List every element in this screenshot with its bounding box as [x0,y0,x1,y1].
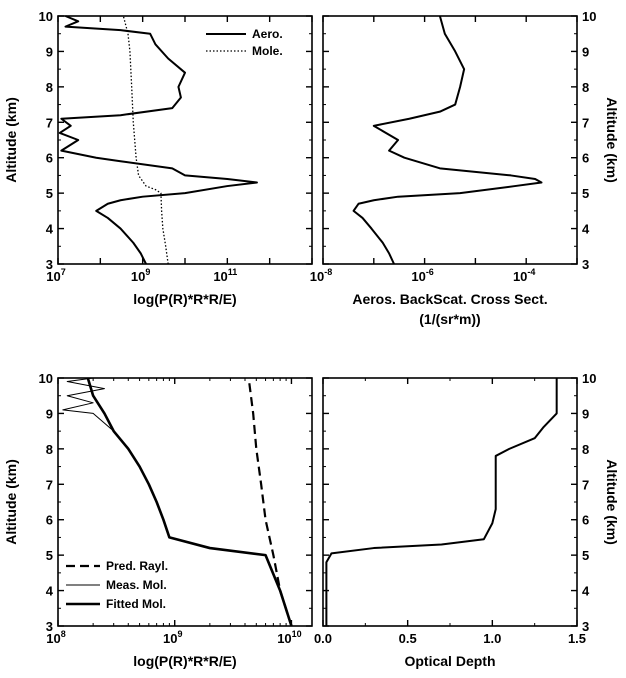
series-line-meas-mol [62,377,292,627]
x-axis-title: Optical Depth [404,653,495,669]
x-axis-title: log(P(R)*R*R/E) [133,653,236,669]
x-tick-label: 1010 [277,629,301,646]
y-tick-label: 9 [582,406,589,421]
x-tick-label: 1011 [213,267,237,284]
y-tick-label: 8 [46,442,53,457]
x-axis-title: log(P(R)*R*R/E) [133,291,236,307]
x-tick-label: 0.0 [314,631,332,646]
plot-frame [57,377,313,627]
legend-label: Pred. Rayl. [106,559,168,573]
x-tick-label: 108 [46,629,65,646]
x-tick-label: 10-8 [310,267,332,284]
y-tick-label: 8 [582,442,589,457]
legend-label: Aero. [252,27,283,41]
y-tick-label: 7 [46,477,53,492]
y-axis-title: Altitude (km) [3,459,19,545]
x-axis-title: Aeros. BackScat. Cross Sect. [352,291,547,307]
y-tick-label: 9 [46,44,53,59]
y-tick-label: 9 [46,406,53,421]
y-tick-label: 3 [46,257,53,272]
y-tick-label: 5 [582,186,589,201]
legend: Aero. Mole. [206,27,283,58]
series-line-aero [58,15,258,265]
y-tick-label: 5 [582,548,589,563]
legend-label: Fitted Mol. [106,597,166,611]
y-tick-label: 4 [582,584,590,599]
y-axis-title: Altitude (km) [604,97,620,183]
y-tick-label: 6 [582,151,589,166]
series-line-pred-rayl [247,377,293,627]
x-tick-label: 10-4 [513,267,535,284]
x-tick-label: 107 [46,267,65,284]
plot-frame [322,15,578,265]
legend-label: Mole. [252,44,283,58]
y-tick-label: 6 [46,513,53,528]
x-tick-label: 1.0 [483,631,501,646]
y-tick-label: 9 [582,44,589,59]
y-tick-label: 10 [582,9,596,24]
y-tick-label: 7 [582,115,589,130]
y-tick-label: 5 [46,548,53,563]
chart-panel-3: 3 4 5 6 7 8 9 10 Altitude (km) 108 109 1010 log(P(R)… [3,371,313,669]
y-axis-title: Altitude (km) [3,97,19,183]
series-line-mole [122,15,169,265]
x-tick-label: 1.5 [568,631,586,646]
y-tick-label: 7 [46,115,53,130]
x-axis-title-line2: (1/(sr*m)) [419,311,480,327]
x-tick-label: 0.5 [399,631,417,646]
y-tick-label: 8 [46,80,53,95]
x-tick-label: 109 [163,629,182,646]
x-tick-label: 10-6 [411,267,433,284]
legend-label: Meas. Mol. [106,578,167,592]
y-tick-label: 3 [582,257,589,272]
y-tick-label: 4 [46,222,54,237]
y-tick-label: 10 [582,371,596,386]
legend: Pred. Rayl. Meas. Mol. Fitted Mol. [66,559,168,611]
x-tick-label: 109 [131,267,150,284]
y-tick-label: 6 [46,151,53,166]
chart-panel-2: 3 4 5 6 7 8 9 10 Altitude (km) 10-8 10-6 10-4 Aeros.… [310,9,620,327]
y-tick-label: 3 [46,619,53,634]
y-tick-label: 6 [582,513,589,528]
y-tick-label: 5 [46,186,53,201]
y-tick-label: 8 [582,80,589,95]
chart-panel-4: 3 4 5 6 7 8 9 10 Altitude (km) 0.0 0.5 1.0 1.5 Optica… [314,371,620,669]
series-line-fitted-mol [86,377,293,627]
y-tick-label: 10 [39,371,53,386]
y-tick-label: 3 [582,619,589,634]
y-tick-label: 7 [582,477,589,492]
plot-frame [322,377,578,627]
y-tick-label: 4 [46,584,54,599]
series-line-1 [352,15,543,265]
y-tick-label: 10 [39,9,53,24]
chart-panel-1: 3 4 5 6 7 8 9 10 Altitude (km) 107 109 1011 log(P(R)… [3,9,313,307]
series-line-1 [325,378,558,626]
y-tick-label: 4 [582,222,590,237]
y-axis-title: Altitude (km) [604,459,620,545]
